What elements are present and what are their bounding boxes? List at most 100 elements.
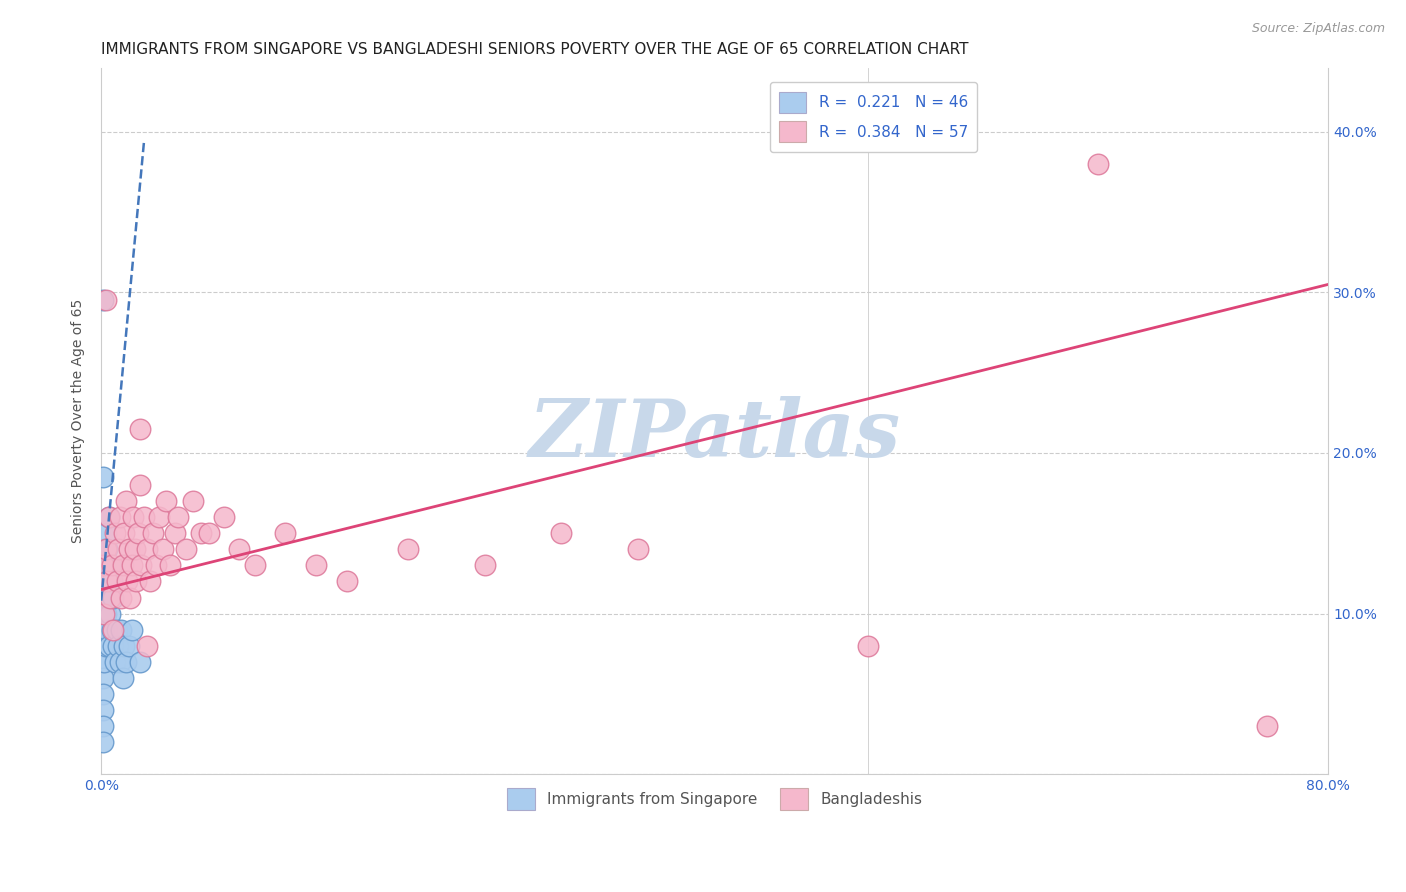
Point xyxy=(91,558,114,573)
Point xyxy=(110,623,132,637)
Point xyxy=(167,510,190,524)
Point xyxy=(100,591,122,605)
Point xyxy=(163,526,186,541)
Point xyxy=(274,526,297,541)
Point xyxy=(91,607,114,621)
Point xyxy=(94,542,117,557)
Point xyxy=(127,526,149,541)
Point xyxy=(94,607,117,621)
Point xyxy=(212,510,235,524)
Point xyxy=(128,655,150,669)
Legend: Immigrants from Singapore, Bangladeshis: Immigrants from Singapore, Bangladeshis xyxy=(501,782,928,816)
Point xyxy=(91,591,114,605)
Point xyxy=(103,639,125,653)
Point xyxy=(145,558,167,573)
Point xyxy=(91,735,114,749)
Point xyxy=(110,591,132,605)
Point xyxy=(243,558,266,573)
Point xyxy=(174,542,197,557)
Point xyxy=(148,510,170,524)
Y-axis label: Seniors Poverty Over the Age of 65: Seniors Poverty Over the Age of 65 xyxy=(72,299,86,543)
Point xyxy=(125,574,148,589)
Point xyxy=(96,623,118,637)
Point xyxy=(152,542,174,557)
Point xyxy=(114,655,136,669)
Point xyxy=(129,558,152,573)
Point xyxy=(856,639,879,653)
Point xyxy=(550,526,572,541)
Point xyxy=(1087,157,1109,171)
Point xyxy=(93,607,115,621)
Text: IMMIGRANTS FROM SINGAPORE VS BANGLADESHI SENIORS POVERTY OVER THE AGE OF 65 CORR: IMMIGRANTS FROM SINGAPORE VS BANGLADESHI… xyxy=(101,42,969,57)
Point xyxy=(91,655,114,669)
Point xyxy=(94,526,117,541)
Point xyxy=(101,558,124,573)
Point xyxy=(94,574,117,589)
Point xyxy=(112,526,135,541)
Point xyxy=(118,639,141,653)
Point xyxy=(91,671,114,685)
Point xyxy=(181,494,204,508)
Point xyxy=(396,542,419,557)
Point xyxy=(305,558,328,573)
Point xyxy=(107,542,129,557)
Point xyxy=(124,542,146,557)
Point xyxy=(97,574,120,589)
Point xyxy=(91,558,114,573)
Point xyxy=(93,639,115,653)
Point xyxy=(103,623,125,637)
Point xyxy=(128,478,150,492)
Point xyxy=(122,510,145,524)
Point xyxy=(100,607,122,621)
Point xyxy=(114,494,136,508)
Point xyxy=(117,574,139,589)
Point xyxy=(120,591,142,605)
Point xyxy=(91,623,114,637)
Point xyxy=(101,574,124,589)
Point xyxy=(94,639,117,653)
Point xyxy=(105,623,128,637)
Point xyxy=(155,494,177,508)
Point xyxy=(108,655,131,669)
Point xyxy=(139,574,162,589)
Point xyxy=(97,510,120,524)
Point xyxy=(91,703,114,717)
Point xyxy=(159,558,181,573)
Point xyxy=(96,591,118,605)
Point xyxy=(142,526,165,541)
Point xyxy=(93,655,115,669)
Point xyxy=(100,558,122,573)
Text: Source: ZipAtlas.com: Source: ZipAtlas.com xyxy=(1251,22,1385,36)
Point xyxy=(93,574,115,589)
Point xyxy=(91,293,114,308)
Point xyxy=(197,526,219,541)
Point xyxy=(1256,719,1278,733)
Point xyxy=(97,639,120,653)
Point xyxy=(228,542,250,557)
Point xyxy=(91,719,114,733)
Point xyxy=(105,574,128,589)
Point xyxy=(91,470,114,484)
Point xyxy=(128,422,150,436)
Point xyxy=(136,542,159,557)
Point xyxy=(107,639,129,653)
Point xyxy=(136,639,159,653)
Point xyxy=(134,510,156,524)
Point xyxy=(190,526,212,541)
Point xyxy=(336,574,359,589)
Point xyxy=(91,639,114,653)
Point xyxy=(118,542,141,557)
Point xyxy=(111,558,134,573)
Point xyxy=(91,574,114,589)
Point xyxy=(101,623,124,637)
Point xyxy=(104,526,127,541)
Point xyxy=(108,510,131,524)
Point xyxy=(121,558,143,573)
Point xyxy=(627,542,650,557)
Point xyxy=(91,687,114,701)
Point xyxy=(121,623,143,637)
Point xyxy=(93,542,115,557)
Point xyxy=(112,639,135,653)
Point xyxy=(111,671,134,685)
Point xyxy=(103,591,125,605)
